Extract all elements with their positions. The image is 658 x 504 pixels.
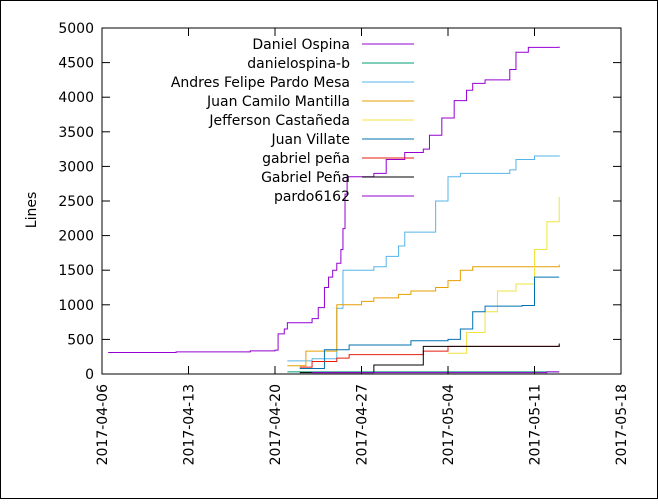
- series-line-0: [108, 46, 560, 354]
- x-tick-label: 2017-04-20: [268, 384, 284, 465]
- series-line-8: [312, 371, 560, 374]
- y-tick-label: 4500: [58, 56, 94, 72]
- y-tick-label: 3500: [58, 125, 94, 141]
- x-tick-label: 2017-04-06: [95, 384, 111, 465]
- y-tick-label: 3000: [58, 159, 94, 175]
- y-tick-label: 0: [85, 367, 94, 383]
- legend-label: Juan Camilo Mantilla: [206, 94, 350, 110]
- x-tick-label: 2017-05-18: [614, 384, 630, 465]
- series-line-3: [287, 264, 560, 367]
- legend-label: pardo6162: [274, 189, 350, 205]
- y-tick-label: 5000: [58, 21, 94, 37]
- y-tick-label: 1000: [58, 298, 94, 314]
- legend-label: Daniel Ospina: [252, 37, 350, 53]
- y-tick-label: 4000: [58, 90, 94, 106]
- y-axis-label: Lines: [24, 192, 40, 228]
- legend-label: danielospina-b: [247, 56, 350, 72]
- y-tick-label: 2500: [58, 194, 94, 210]
- y-tick-label: 1500: [58, 263, 94, 279]
- legend-label: gabriel peña: [262, 151, 350, 167]
- series-line-4: [448, 196, 560, 354]
- y-tick-label: 500: [67, 332, 94, 348]
- legend-label: Juan Villate: [270, 132, 350, 148]
- x-tick-label: 2017-05-04: [441, 384, 457, 465]
- x-tick-label: 2017-04-13: [182, 384, 198, 465]
- x-tick-label: 2017-04-27: [355, 384, 371, 465]
- legend-label: Andres Felipe Pardo Mesa: [171, 75, 350, 91]
- legend-label: Jefferson Castañeda: [208, 113, 350, 129]
- series-line-5: [299, 276, 560, 369]
- legend-label: Gabriel Peña: [261, 170, 350, 186]
- x-tick-label: 2017-05-11: [528, 384, 544, 465]
- series-line-2: [287, 155, 560, 362]
- y-tick-label: 2000: [58, 229, 94, 245]
